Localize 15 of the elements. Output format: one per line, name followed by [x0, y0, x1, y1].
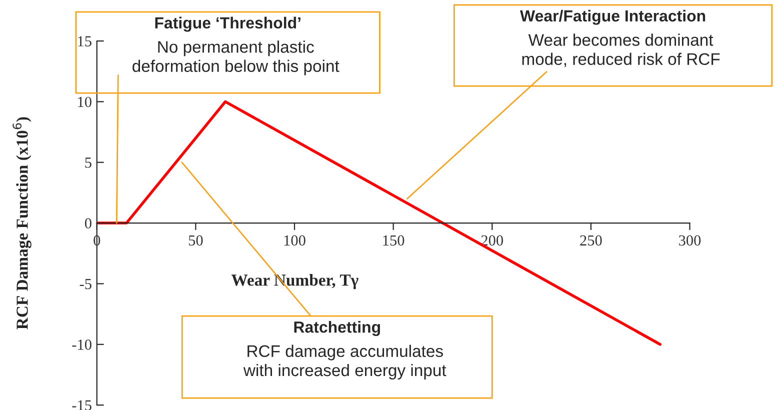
- y-tick-label: -10: [72, 340, 92, 350]
- x-tick-label: 250: [580, 235, 602, 246]
- annotation: Ratchetting RCF damage accumulates with increased energy input: [243, 321, 446, 380]
- y-tick-label: 15: [78, 36, 92, 46]
- x-tick-label: 300: [679, 235, 701, 246]
- y-axis-title: RCF Damage Function (x10$^{6}$): [12, 117, 32, 330]
- y-tick-label: 10: [78, 96, 92, 108]
- annotation: Fatigue ‘Threshold’ No permanent plastic deformation below this point: [132, 16, 340, 76]
- x-tick-label: 100: [284, 235, 306, 246]
- y-tick-label: 0: [84, 218, 92, 228]
- y-tick-label: 5: [85, 158, 92, 168]
- x-tick-label: 150: [383, 235, 404, 246]
- y-tick-label: -5: [80, 279, 92, 290]
- annotation: Wear/Fatigue Interaction Wear becomes dominant mode, reduced risk of RCF: [520, 10, 720, 67]
- x-tick-label: 50: [188, 235, 203, 246]
